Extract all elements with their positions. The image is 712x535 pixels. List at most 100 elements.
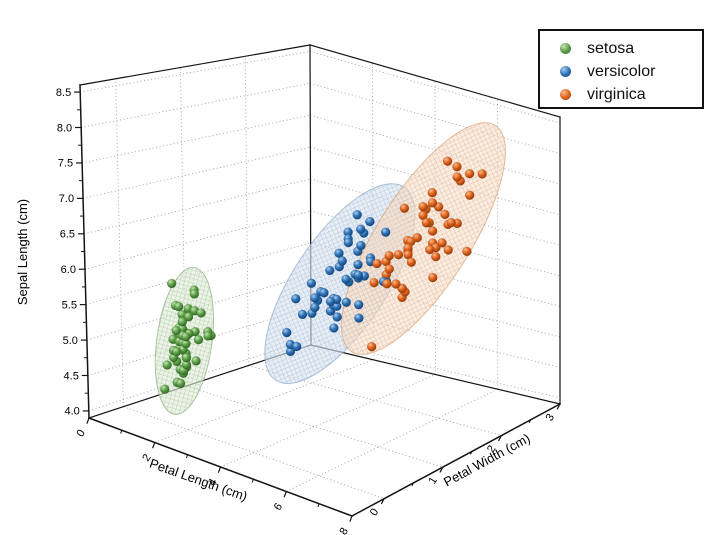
versicolor-marker-icon [560, 66, 571, 77]
tick-label: 4.0 [65, 406, 80, 418]
data-point-setosa [196, 308, 206, 318]
tick-label: 2 [140, 452, 153, 464]
data-point-setosa [171, 325, 181, 336]
tick-label: 1 [426, 475, 439, 487]
data-point-virginica [384, 264, 395, 274]
tick-label: 0 [75, 428, 88, 440]
data-point-versicolor [325, 296, 336, 307]
tick-label: 5.0 [63, 335, 78, 347]
data-point-versicolor [341, 274, 351, 285]
data-point-setosa [162, 360, 172, 370]
data-point-virginica [462, 246, 472, 257]
legend-label-setosa: setosa [587, 39, 635, 57]
axis-frame [74, 44, 562, 522]
data-point-virginica [382, 279, 392, 289]
tick-label: 8.0 [57, 122, 72, 134]
z-axis-title: Sepal Length (cm) [15, 199, 30, 305]
legend-item-setosa: setosa [560, 37, 702, 60]
data-point-setosa [160, 384, 170, 394]
data-point-setosa [191, 356, 201, 366]
data-point-virginica [427, 187, 438, 198]
data-point-setosa [181, 331, 191, 342]
tick-label: 7.5 [58, 158, 73, 170]
setosa-marker-icon [560, 43, 571, 54]
data-point-virginica [431, 251, 441, 262]
data-point-versicolor [353, 270, 364, 280]
data-point-setosa [171, 346, 182, 357]
data-point-setosa [193, 334, 204, 345]
tick-label: 8.5 [56, 87, 71, 99]
data-point-virginica [366, 341, 377, 352]
data-points [160, 156, 487, 394]
data-point-virginica [452, 172, 462, 182]
data-point-setosa [173, 301, 184, 312]
data-point-versicolor [343, 237, 354, 248]
data-point-virginica [399, 203, 410, 214]
data-point-virginica [393, 249, 404, 260]
data-point-versicolor [355, 224, 366, 234]
x-axis-title: Petal Length (cm) [148, 456, 250, 504]
data-point-versicolor [352, 210, 362, 220]
data-point-versicolor [319, 288, 329, 298]
tick-label: 7.0 [59, 193, 74, 205]
tick-label: 0 [368, 506, 381, 518]
data-point-versicolor [310, 302, 320, 313]
data-point-versicolor [354, 313, 364, 323]
data-point-virginica [464, 190, 475, 200]
data-point-setosa [183, 312, 194, 322]
data-point-setosa [177, 316, 188, 327]
tick-label: 8 [338, 526, 351, 535]
tick-label: 2 [485, 443, 498, 455]
data-point-versicolor [332, 312, 342, 322]
data-point-setosa [189, 289, 200, 299]
data-point-versicolor [337, 256, 348, 266]
data-point-setosa [175, 378, 186, 389]
data-point-versicolor [334, 248, 344, 258]
data-point-virginica [418, 201, 428, 212]
data-point-virginica [464, 168, 475, 179]
data-point-virginica [428, 272, 438, 283]
data-point-virginica [421, 218, 432, 228]
data-point-versicolor [341, 297, 352, 308]
data-point-virginica [443, 245, 453, 255]
data-point-virginica [424, 244, 435, 255]
data-point-virginica [372, 258, 382, 269]
virginica-marker-icon [560, 89, 571, 100]
tick-label: 4 [206, 477, 219, 489]
data-point-versicolor [356, 240, 366, 251]
tick-label: 6.0 [61, 264, 76, 276]
tick-label: 3 [544, 412, 557, 424]
data-point-versicolor [297, 309, 308, 320]
data-point-versicolor [310, 293, 320, 303]
data-point-versicolor [353, 299, 364, 310]
data-point-virginica [446, 217, 456, 228]
data-point-virginica [452, 161, 462, 172]
data-point-versicolor [291, 294, 301, 304]
data-point-virginica [412, 232, 423, 243]
data-point-setosa [203, 331, 213, 341]
data-point-virginica [406, 257, 417, 267]
data-point-setosa [166, 278, 177, 289]
data-point-virginica [427, 226, 438, 236]
tick-label: 6.5 [60, 229, 75, 241]
data-point-versicolor [329, 323, 339, 333]
legend-label-versicolor: versicolor [587, 62, 656, 80]
legend: setosa versicolor virginica [538, 29, 704, 109]
tick-label: 5.5 [62, 299, 77, 311]
data-point-virginica [369, 277, 379, 288]
data-point-virginica [477, 169, 487, 179]
data-point-versicolor [292, 341, 302, 352]
data-point-versicolor [353, 259, 363, 270]
data-point-versicolor [282, 327, 292, 338]
legend-label-virginica: virginica [587, 85, 646, 103]
tick-label: 6 [272, 501, 285, 513]
data-point-versicolor [325, 265, 335, 276]
data-point-setosa [181, 352, 192, 363]
legend-item-versicolor: versicolor [560, 60, 702, 83]
data-point-virginica [437, 238, 447, 248]
data-point-versicolor [380, 227, 391, 237]
tick-label: 4.5 [64, 370, 79, 382]
data-point-virginica [384, 251, 394, 261]
data-point-versicolor [306, 278, 317, 289]
